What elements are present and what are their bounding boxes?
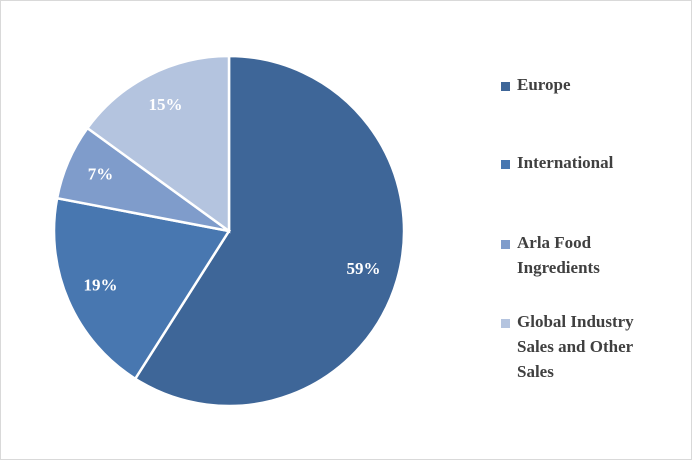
pie-slice xyxy=(133,54,406,408)
legend-item: Europe xyxy=(501,75,657,97)
legend-label: Global Industry Sales and Other Sales xyxy=(517,312,634,381)
legend-label: Europe xyxy=(517,75,571,94)
data-label: 19% xyxy=(84,276,118,295)
legend-swatch xyxy=(501,82,510,91)
legend-swatch xyxy=(501,319,510,328)
pie-slice xyxy=(85,54,231,234)
pie-slice xyxy=(52,196,232,381)
legend-label: Arla Food Ingredients xyxy=(517,233,600,277)
legend-label: International xyxy=(517,153,614,172)
pie-area: 59% 19% 7% 15% xyxy=(52,54,406,408)
data-label: 59% xyxy=(346,259,380,278)
legend-swatch xyxy=(501,240,510,249)
legend-item: Global Industry Sales and Other Sales xyxy=(501,312,657,384)
legend-swatch xyxy=(501,160,510,169)
legend-item: Arla Food Ingredients xyxy=(501,233,657,280)
legend-item: International xyxy=(501,153,657,175)
data-label: 7% xyxy=(88,164,114,183)
data-label: 15% xyxy=(148,95,182,114)
